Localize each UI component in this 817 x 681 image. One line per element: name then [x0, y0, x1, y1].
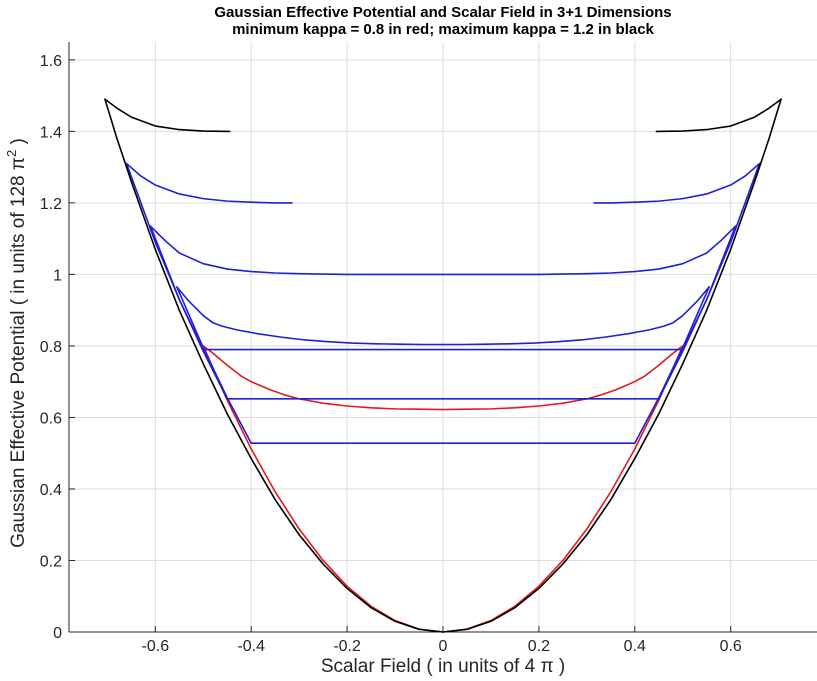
series-line-0-kappa-0-8: [202, 345, 684, 411]
y-tick-label-1: 0.2: [40, 553, 62, 570]
x-tick-label-5: 0.4: [624, 638, 646, 655]
series-line-6-kappa-0-9: [176, 286, 710, 444]
series-line-8-kappa-1-1: [125, 162, 761, 351]
series-line-9-kappa-1-2: [104, 98, 782, 633]
y-tick-label-0: 0: [53, 625, 62, 642]
y-tick-label-4: 0.8: [40, 339, 62, 356]
x-tick-label-1: -0.4: [237, 638, 265, 655]
y-tick-label-7: 1.4: [40, 124, 62, 141]
series-group: [104, 98, 782, 633]
y-tick-label-6: 1.2: [40, 196, 62, 213]
x-tick-label-3: 0: [439, 638, 448, 655]
y-tick-label-8: 1.6: [40, 53, 62, 70]
series-line-1-kappa-0-9: [176, 286, 710, 346]
x-tick-label-2: -0.2: [333, 638, 361, 655]
chart-subtitle: minimum kappa = 0.8 in red; maximum kapp…: [232, 21, 654, 38]
chart-title: Gaussian Effective Potential and Scalar …: [214, 4, 671, 21]
y-tick-label-2: 0.4: [40, 482, 62, 499]
series-line-3-kappa-1-1: [125, 162, 761, 204]
x-axis-label: Scalar Field ( in units of 4 π ): [321, 656, 565, 677]
tick-labels: -0.6 -0.4 -0.2 0 0.2 0.4 0.6 0 0.2 0.4 0.6 0.8 1 1.2 1…: [40, 53, 742, 655]
y-axis-label-superscript: 2: [4, 150, 19, 157]
y-axis-label-close: ): [8, 138, 29, 150]
x-tick-label-6: 0.6: [720, 638, 742, 655]
y-tick-label-3: 0.6: [40, 410, 62, 427]
y-axis-label: Gaussian Effective Potential ( in units …: [4, 138, 29, 548]
y-tick-label-5: 1: [53, 267, 62, 284]
x-tick-label-4: 0.2: [528, 638, 550, 655]
series-line-4-kappa-1-2: [104, 98, 782, 133]
x-tick-label-0: -0.6: [142, 638, 170, 655]
y-axis-label-main: Gaussian Effective Potential ( in units …: [8, 157, 29, 548]
series-line-2-kappa-1: [149, 225, 737, 276]
